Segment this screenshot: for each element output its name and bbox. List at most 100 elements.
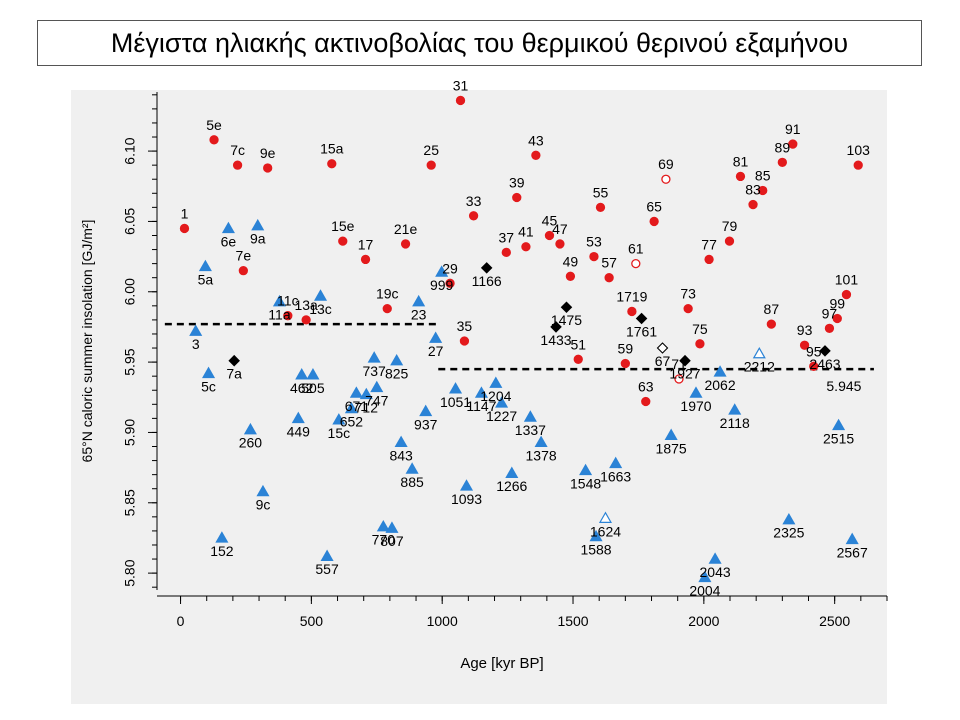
data-point-37 bbox=[501, 247, 511, 258]
data-label-75: 75 bbox=[692, 321, 708, 337]
data-point-39 bbox=[512, 192, 522, 203]
data-label-1433: 1433 bbox=[540, 332, 571, 348]
data-label-77: 77 bbox=[701, 236, 717, 252]
data-label-13c: 13c bbox=[309, 301, 332, 317]
data-label-51: 51 bbox=[570, 336, 586, 352]
data-label-1166: 1166 bbox=[472, 273, 502, 289]
data-label-2325: 2325 bbox=[773, 525, 804, 541]
data-label-1927: 1927 bbox=[669, 366, 700, 382]
data-label-89: 89 bbox=[775, 139, 791, 155]
data-point-15a bbox=[327, 159, 337, 169]
data-label-770: 770 bbox=[372, 532, 396, 548]
data-label-81: 81 bbox=[733, 153, 749, 169]
data-label-825: 825 bbox=[385, 366, 409, 382]
data-point-1337 bbox=[523, 410, 537, 422]
data-label-3: 3 bbox=[192, 336, 200, 352]
data-label-1266: 1266 bbox=[496, 478, 527, 494]
data-point-49 bbox=[565, 271, 576, 281]
data-point-9a bbox=[251, 218, 265, 231]
data-point-557 bbox=[320, 549, 334, 561]
data-point-5e bbox=[209, 135, 219, 145]
data-point-73 bbox=[683, 303, 693, 314]
data-point-505 bbox=[306, 368, 320, 380]
data-point-33 bbox=[468, 211, 479, 221]
data-point-737 bbox=[367, 351, 381, 363]
data-point-103 bbox=[853, 160, 863, 170]
data-label-103: 103 bbox=[847, 142, 871, 158]
data-point-843 bbox=[394, 435, 408, 448]
data-point-1663 bbox=[609, 456, 623, 469]
y-tick-label: 6.05 bbox=[122, 208, 138, 235]
data-point-69 bbox=[661, 174, 671, 184]
data-label-41: 41 bbox=[518, 224, 534, 240]
x-tick-label: 1000 bbox=[427, 613, 458, 629]
data-point-1761 bbox=[635, 312, 648, 325]
data-point-2004 bbox=[698, 570, 712, 583]
data-point-1475 bbox=[560, 301, 573, 314]
data-point-1433 bbox=[550, 321, 562, 333]
data-label-2062: 2062 bbox=[704, 377, 735, 393]
data-point-2118 bbox=[728, 403, 742, 415]
data-point-1093 bbox=[459, 479, 474, 491]
data-label-1970: 1970 bbox=[680, 398, 711, 414]
data-label-37: 37 bbox=[499, 229, 515, 245]
data-point-79 bbox=[724, 236, 735, 246]
data-label-31: 31 bbox=[453, 77, 469, 93]
data-label-39: 39 bbox=[509, 175, 525, 191]
data-label-2004: 2004 bbox=[689, 582, 720, 598]
data-point-1719 bbox=[627, 306, 637, 317]
data-label-462: 462 bbox=[290, 380, 314, 396]
data-point-35 bbox=[459, 336, 470, 346]
data-point-65 bbox=[649, 216, 659, 227]
data-point-652 bbox=[344, 401, 358, 414]
data-label-87: 87 bbox=[764, 301, 780, 317]
data-label-6e: 6e bbox=[221, 233, 237, 249]
data-point-95 bbox=[809, 361, 819, 371]
data-label-652: 652 bbox=[340, 414, 364, 430]
data-label-61: 61 bbox=[628, 241, 644, 257]
data-point-41 bbox=[521, 242, 531, 252]
x-axis-label: Age [kyr BP] bbox=[460, 655, 543, 672]
data-point-93 bbox=[799, 340, 810, 350]
data-point-11c bbox=[283, 311, 293, 321]
data-point-7c bbox=[232, 160, 243, 170]
data-point-462 bbox=[295, 368, 309, 380]
data-point-13a bbox=[301, 315, 311, 325]
data-label-5c: 5c bbox=[201, 378, 216, 394]
data-point-2062 bbox=[713, 365, 727, 377]
data-label-1475: 1475 bbox=[551, 312, 582, 328]
data-label-807: 807 bbox=[380, 533, 404, 549]
data-point-1548 bbox=[579, 463, 593, 476]
data-label-53: 53 bbox=[586, 234, 602, 250]
data-label-7e: 7e bbox=[236, 248, 252, 264]
data-label-557: 557 bbox=[315, 561, 339, 577]
data-label-9c: 9c bbox=[256, 497, 271, 513]
data-point-57 bbox=[604, 273, 614, 283]
data-label-79: 79 bbox=[722, 218, 738, 234]
data-label-73: 73 bbox=[680, 286, 696, 302]
y-tick-label: 5.85 bbox=[122, 489, 138, 516]
y-tick-label: 6.00 bbox=[122, 278, 138, 305]
data-label-843: 843 bbox=[389, 447, 413, 463]
data-point-9e bbox=[263, 163, 273, 173]
data-label-95: 95 bbox=[806, 343, 822, 359]
data-label-1051: 1051 bbox=[440, 394, 471, 410]
data-point-81 bbox=[735, 171, 746, 182]
data-marks bbox=[179, 95, 863, 583]
data-label-43: 43 bbox=[528, 132, 544, 148]
data-label-101: 101 bbox=[835, 272, 859, 288]
y-tick-label: 5.80 bbox=[122, 559, 138, 586]
data-label-9e: 9e bbox=[260, 145, 276, 161]
data-label-885: 885 bbox=[400, 474, 424, 490]
data-label-152: 152 bbox=[210, 543, 234, 559]
x-tick-label: 0 bbox=[177, 613, 185, 629]
data-label-1548: 1548 bbox=[570, 475, 601, 491]
x-tick-label: 2000 bbox=[688, 613, 719, 629]
data-point-1588 bbox=[589, 529, 603, 542]
data-point-21e bbox=[400, 239, 411, 249]
data-label-93: 93 bbox=[797, 322, 813, 338]
data-label-1337: 1337 bbox=[515, 422, 546, 438]
data-label-5e: 5e bbox=[206, 117, 222, 133]
data-label-737: 737 bbox=[362, 363, 386, 379]
